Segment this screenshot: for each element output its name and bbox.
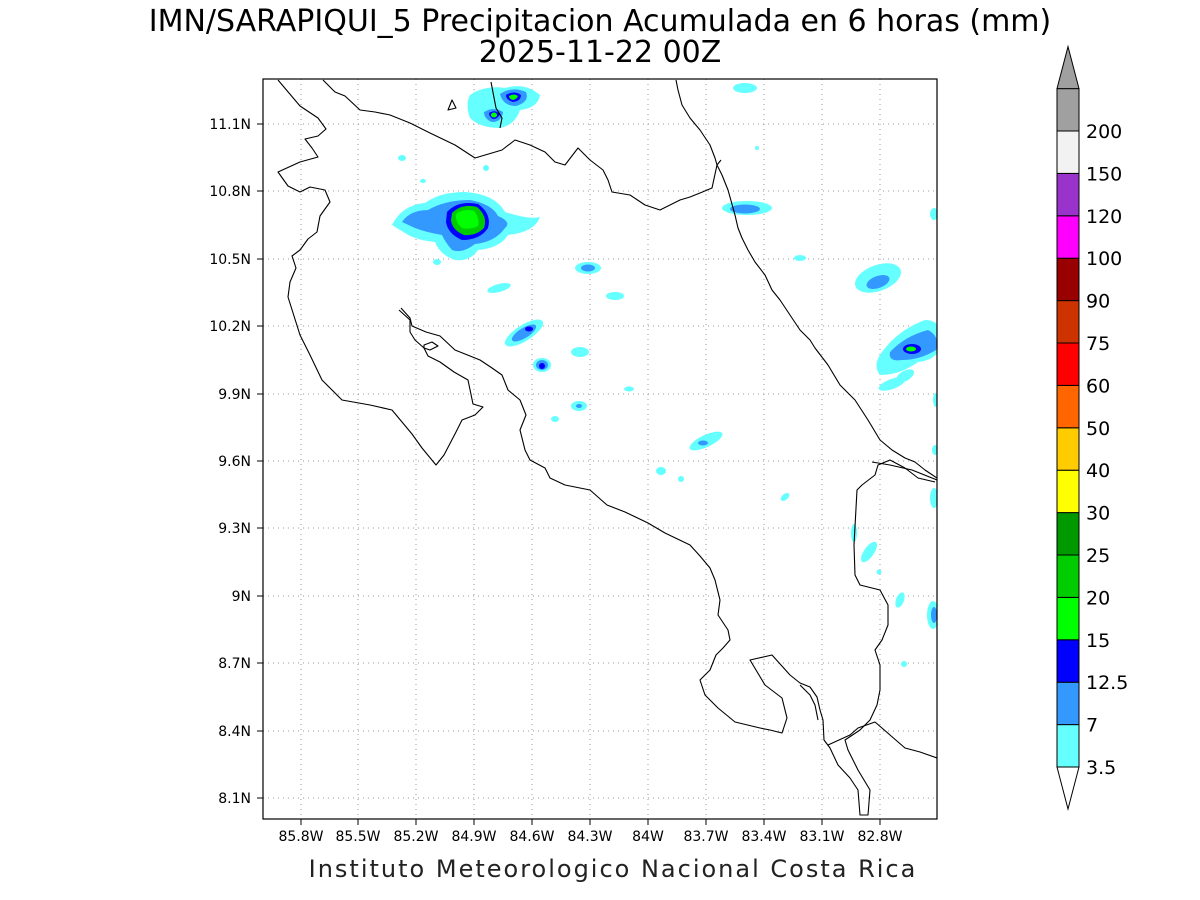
colorbar-level-label: 25 (1086, 545, 1110, 567)
lon-tick-label: 85.5W (335, 829, 380, 845)
lat-tick-label: 9.6N (218, 454, 251, 470)
colorbar-swatch (1056, 469, 1080, 514)
precip-cell-central-band (487, 262, 790, 501)
colorbar-swatch (1056, 300, 1080, 344)
colorbar-swatch (1056, 384, 1080, 429)
map-title: IMN/SARAPIQUI_5 Precipitacion Acumulada … (149, 4, 1051, 39)
colorbar-swatch (1056, 88, 1080, 132)
colorbar-swatch (1056, 554, 1080, 598)
colorbar-swatch (1056, 130, 1080, 174)
colorbar-swatch (1056, 724, 1080, 768)
plot-area (263, 79, 937, 819)
axis-tick-marks (257, 123, 881, 825)
colorbar-swatch (1056, 427, 1080, 471)
lon-tick-label: 83.4W (741, 829, 786, 845)
lon-tick-label: 82.8W (857, 829, 902, 845)
lon-tick-label: 85.8W (278, 829, 323, 845)
colorbar-swatch (1056, 172, 1080, 217)
colorbar-level-label: 3.5 (1086, 757, 1116, 779)
graticule (263, 79, 937, 819)
lat-tick-label: 8.7N (218, 656, 251, 672)
colorbar-swatch (1056, 639, 1080, 683)
colorbar-level-label: 75 (1086, 333, 1110, 355)
colorbar-level-label: 150 (1086, 163, 1122, 185)
colorbar-level-label: 20 (1086, 587, 1110, 609)
lat-tick-label: 8.4N (218, 724, 251, 740)
coastlines-and-borders (277, 79, 937, 816)
colorbar-under-arrow (1056, 766, 1080, 811)
lon-tick-label: 84.6W (509, 829, 554, 845)
latitude-tick-labels: 11.1N 10.8N 10.5N 10.2N 9.9N 9.6N 9.3N 9… (209, 117, 251, 807)
colorbar-level-label: 200 (1086, 121, 1122, 143)
lat-tick-label: 8.1N (218, 791, 251, 807)
colorbar-swatch (1056, 342, 1080, 386)
colorbar-level-label: 40 (1086, 460, 1110, 482)
colorbar-level-label: 7 (1086, 715, 1098, 737)
colorbar-level-label: 60 (1086, 375, 1110, 397)
precip-cell-north-border (467, 86, 540, 128)
colorbar-swatch (1056, 215, 1080, 259)
longitude-tick-labels: 85.8W 85.5W 85.2W 84.9W 84.6W 84.3W 84W … (278, 829, 902, 845)
colorbar-level-label: 120 (1086, 206, 1122, 228)
precipitation-shading (392, 83, 937, 667)
lat-tick-label: 10.2N (209, 319, 251, 335)
colorbar-level-label: 100 (1086, 248, 1122, 270)
lon-tick-label: 83.1W (799, 829, 844, 845)
lat-tick-label: 10.8N (209, 184, 251, 200)
lat-tick-label: 9N (232, 589, 251, 605)
footer-credit: Instituto Meteorologico Nacional Costa R… (309, 855, 918, 883)
colorbar-level-label: 12.5 (1086, 672, 1128, 694)
colorbar-level-label: 50 (1086, 418, 1110, 440)
colorbar-legend: 3.5 7 12.5 15 20 25 30 40 50 60 75 90 100 120 150 200 (1056, 44, 1128, 811)
lon-tick-label: 84.9W (451, 829, 496, 845)
precip-cell-north-central (392, 192, 540, 261)
lon-tick-label: 84W (632, 829, 664, 845)
colorbar-swatch (1056, 596, 1080, 641)
colorbar-level-label: 30 (1086, 503, 1110, 525)
colorbar-swatch (1056, 681, 1080, 726)
colorbar-swatch (1056, 512, 1080, 556)
lon-tick-label: 85.2W (393, 829, 438, 845)
precip-cell-southeast (851, 524, 937, 667)
precip-cell-caribbean-limon (876, 320, 937, 508)
lat-tick-label: 9.3N (218, 521, 251, 537)
plot-frame (262, 78, 938, 820)
colorbar-over-arrow (1056, 44, 1080, 90)
colorbar-level-label: 15 (1086, 630, 1110, 652)
lat-tick-label: 10.5N (209, 252, 251, 268)
colorbar-swatch (1056, 257, 1080, 302)
map-subtitle-date: 2025-11-22 00Z (479, 35, 722, 70)
lat-tick-label: 11.1N (209, 117, 251, 133)
lon-tick-label: 84.3W (567, 829, 612, 845)
lat-tick-label: 9.9N (218, 387, 251, 403)
lon-tick-label: 83.7W (683, 829, 728, 845)
colorbar-level-label: 90 (1086, 291, 1110, 313)
